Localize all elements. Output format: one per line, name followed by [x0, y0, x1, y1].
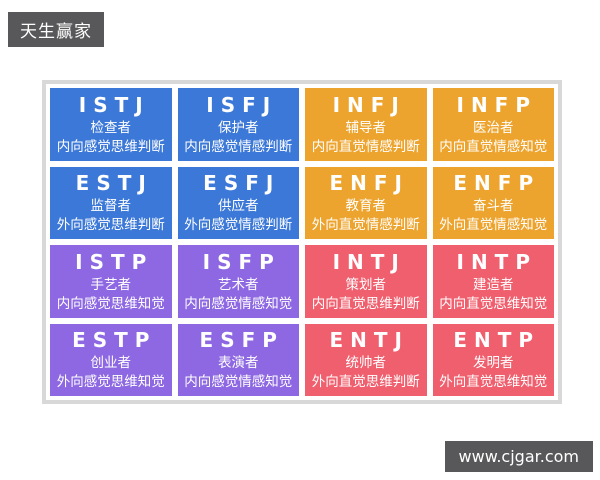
type-role: 供应者 [218, 198, 259, 215]
type-code: ISTP [75, 249, 154, 274]
type-code: ESFP [199, 328, 284, 353]
type-role: 保护者 [218, 119, 259, 136]
type-role: 表演者 [218, 355, 259, 372]
type-traits: 内向感觉情感判断 [184, 138, 293, 155]
mbti-cell-esfp: ESFP 表演者 内向感觉情感知觉 [177, 323, 299, 396]
type-traits: 外向直觉情感判断 [311, 217, 420, 234]
title-badge: 天生赢家 [8, 12, 104, 47]
type-code: INFJ [332, 92, 406, 117]
type-role: 手艺者 [90, 276, 132, 293]
type-code: ISFP [202, 249, 281, 274]
type-traits: 外向直觉思维知觉 [439, 374, 548, 391]
mbti-cell-entp: ENTP 发明者 外向直觉思维知觉 [432, 323, 554, 396]
mbti-cell-intp: INTP 建造者 内向直觉思维知觉 [432, 245, 554, 318]
type-traits: 外向感觉思维知觉 [56, 374, 165, 391]
type-traits: 内向直觉思维知觉 [439, 295, 548, 312]
type-traits: 内向直觉情感判断 [311, 138, 420, 155]
mbti-grid: ISTJ 检查者 内向感觉思维判断 ISFJ 保护者 内向感觉情感判断 INFJ… [42, 80, 562, 404]
type-traits: 内向感觉情感知觉 [184, 374, 293, 391]
type-role: 艺术者 [218, 276, 259, 293]
type-code: ENTP [453, 328, 541, 353]
type-code: ISTJ [78, 92, 150, 117]
type-code: INTJ [332, 249, 406, 274]
mbti-cell-istj: ISTJ 检查者 内向感觉思维判断 [50, 88, 172, 161]
type-code: INTP [456, 249, 537, 274]
type-code: ENFP [453, 171, 541, 196]
type-code: ESFJ [203, 171, 281, 196]
mbti-cell-estp: ESTP 创业者 外向感觉思维知觉 [50, 323, 172, 396]
type-code: ESTJ [75, 171, 153, 196]
type-traits: 内向感觉思维知觉 [56, 295, 165, 312]
type-traits: 外向感觉思维判断 [56, 217, 165, 234]
type-traits: 外向直觉思维判断 [311, 374, 420, 391]
type-role: 建造者 [473, 276, 514, 293]
type-traits: 内向感觉思维判断 [56, 138, 165, 155]
type-role: 检查者 [90, 119, 132, 136]
type-code: ENTJ [329, 328, 409, 353]
type-code: ESTP [72, 328, 157, 353]
type-role: 创业者 [90, 355, 132, 372]
watermark: www.cjgar.com [444, 441, 593, 472]
type-traits: 内向直觉情感知觉 [439, 138, 548, 155]
type-role: 策划者 [345, 276, 387, 293]
mbti-cell-enfj: ENFJ 教育者 外向直觉情感判断 [305, 166, 427, 239]
type-role: 统帅者 [345, 355, 387, 372]
mbti-cell-infj: INFJ 辅导者 内向直觉情感判断 [305, 88, 427, 161]
mbti-cell-isfj: ISFJ 保护者 内向感觉情感判断 [177, 88, 299, 161]
type-role: 医治者 [473, 119, 514, 136]
mbti-cell-istp: ISTP 手艺者 内向感觉思维知觉 [50, 245, 172, 318]
type-code: INFP [456, 92, 537, 117]
type-role: 监督者 [90, 198, 132, 215]
type-traits: 外向感觉情感判断 [184, 217, 293, 234]
mbti-cell-intj: INTJ 策划者 内向直觉思维判断 [305, 245, 427, 318]
mbti-cell-isfp: ISFP 艺术者 内向感觉情感知觉 [177, 245, 299, 318]
type-traits: 内向直觉思维判断 [311, 295, 420, 312]
mbti-cell-enfp: ENFP 奋斗者 外向直觉情感知觉 [432, 166, 554, 239]
mbti-cell-estj: ESTJ 监督者 外向感觉思维判断 [50, 166, 172, 239]
type-traits: 外向直觉情感知觉 [439, 217, 548, 234]
type-role: 奋斗者 [473, 198, 514, 215]
type-role: 发明者 [473, 355, 514, 372]
type-code: ENFJ [329, 171, 409, 196]
type-code: ISFJ [206, 92, 278, 117]
type-role: 辅导者 [345, 119, 387, 136]
mbti-cell-infp: INFP 医治者 内向直觉情感知觉 [432, 88, 554, 161]
mbti-cell-esfj: ESFJ 供应者 外向感觉情感判断 [177, 166, 299, 239]
mbti-cell-entj: ENTJ 统帅者 外向直觉思维判断 [305, 323, 427, 396]
type-traits: 内向感觉情感知觉 [184, 295, 293, 312]
type-role: 教育者 [345, 198, 387, 215]
